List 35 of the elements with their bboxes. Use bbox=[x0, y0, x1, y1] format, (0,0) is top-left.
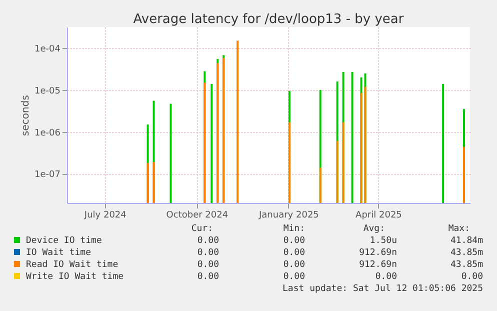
legend-label: IO Wait time bbox=[26, 248, 92, 258]
text: 0.00 bbox=[197, 272, 219, 282]
text: 0.00 bbox=[283, 236, 305, 246]
text: Min: bbox=[283, 224, 305, 234]
text: 1.50u bbox=[370, 236, 397, 246]
text: Avg: bbox=[363, 224, 385, 234]
legend-label: Read IO Wait time bbox=[26, 260, 118, 270]
text: 0.00 bbox=[461, 272, 483, 282]
text: 912.69n bbox=[359, 248, 397, 258]
x-tick-label: July 2024 bbox=[83, 210, 127, 220]
text: 0.00 bbox=[197, 248, 219, 258]
y-tick-label: 1e-04 bbox=[34, 44, 61, 55]
y-axis-title: seconds bbox=[20, 95, 32, 136]
text: 43.85m bbox=[450, 260, 483, 270]
text: 912.69n bbox=[359, 260, 397, 270]
text: 0.00 bbox=[197, 236, 219, 246]
legend-label: Write IO Wait time bbox=[26, 272, 124, 282]
text: 0.00 bbox=[283, 260, 305, 270]
x-tick-label: April 2025 bbox=[356, 210, 402, 220]
chart-title: Average latency for /dev/loop13 - by year bbox=[133, 12, 404, 27]
text: 0.00 bbox=[283, 248, 305, 258]
y-tick-label: 1e-05 bbox=[34, 86, 60, 97]
x-tick-label: January 2025 bbox=[258, 210, 319, 220]
text: 0.00 bbox=[197, 260, 219, 270]
text: Last update: Sat Jul 12 01:05:06 2025 bbox=[282, 284, 483, 294]
text: 0.00 bbox=[375, 272, 397, 282]
legend-label: Device IO time bbox=[26, 236, 102, 246]
x-tick-label: October 2024 bbox=[166, 210, 228, 220]
text: Cur: bbox=[191, 224, 213, 234]
y-tick-label: 1e-06 bbox=[34, 128, 61, 138]
text: 43.85m bbox=[450, 248, 483, 258]
text: Max: bbox=[448, 224, 470, 234]
text: 0.00 bbox=[283, 272, 305, 282]
y-tick-label: 1e-07 bbox=[34, 170, 60, 180]
text: 41.84m bbox=[450, 236, 483, 246]
